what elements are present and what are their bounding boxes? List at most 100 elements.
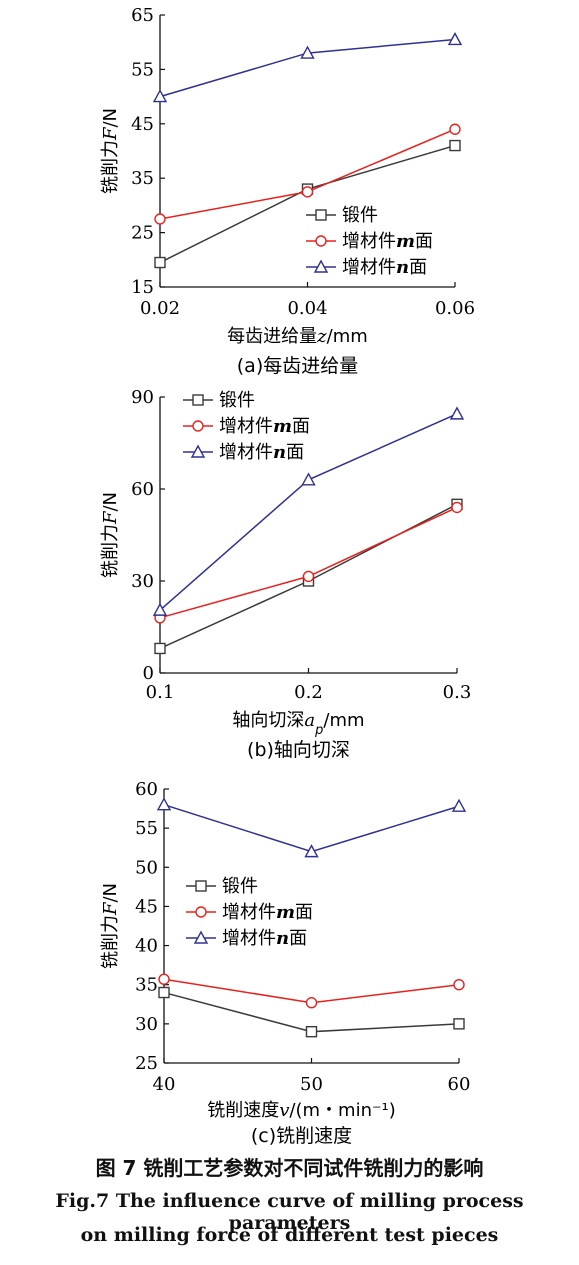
y-axis-label-part: N [100,492,121,505]
y-tick-label: 60 [135,779,158,800]
y-tick-label: 30 [131,571,154,592]
x-axis-label-part: m [347,710,365,731]
y-tick-label: 35 [135,975,158,996]
data-point [156,797,172,811]
y-axis-label-part: 力 [100,140,121,158]
x-axis-label-part: 齿 [245,326,263,347]
x-axis-label-italic: z [316,326,327,347]
legend-label-part: 面 [289,928,307,949]
data-point [158,973,170,985]
x-axis-label-part: 量 [299,326,317,347]
subplot-caption: (c)铣削速度 [251,1125,352,1147]
data-point [301,186,314,198]
data-point [449,139,461,152]
legend-label-part: m [396,231,415,252]
series-line [159,128,456,220]
legend-label-part: n [396,257,409,278]
x-axis-label-part: 度 [261,1100,279,1121]
y-tick-label: 30 [135,1014,158,1035]
y-axis-label: 铣削力F/N [100,108,121,194]
legend-label-part: 增 [342,257,360,278]
series-line [159,506,458,619]
legend-label-part: 材 [360,231,378,252]
data-point [453,979,465,991]
y-axis-label-part: 削 [100,542,121,560]
data-point [302,570,315,583]
legend-label-part: 件 [378,257,396,278]
legend-label-part: 件 [258,928,276,949]
x-axis-label-part: m [333,326,351,347]
x-axis-label-part: 削 [225,1100,243,1121]
x-axis-label-part: 向 [250,710,268,731]
x-axis-label: 轴向切深ap/mm [232,710,364,738]
x-axis-label: 每齿进给量z/mm [227,326,368,347]
x-tick-label: 0.2 [294,682,323,703]
x-tick-label: 40 [153,1074,176,1095]
subplot-caption: (b)轴向切深 [247,739,350,761]
data-point [449,123,461,135]
legend-label-part: 材 [240,928,258,949]
x-tick-label: 60 [448,1074,471,1095]
legend-label-part: 面 [415,231,433,252]
y-axis-label-italic: F [100,901,121,916]
legend-marker [313,259,329,273]
x-axis-label-part: ) [389,1100,396,1121]
legend-label-part: 件 [240,876,258,897]
legend-label-part: 件 [360,205,378,226]
legend-label-part: 件 [378,231,396,252]
x-axis-label-part: 深 [286,710,304,731]
legend-label-part: m [273,416,292,437]
legend-label: 增材件m面 [219,416,310,437]
data-point [304,844,319,858]
y-tick-label: 25 [135,1053,158,1074]
legend-label: 增材件n面 [219,442,304,463]
data-point [305,997,318,1009]
legend-label-part: 锻 [342,205,360,226]
x-tick-label: 0.04 [287,298,327,319]
x-axis-label-part: 每 [227,326,245,347]
legend-label-part: 面 [292,416,310,437]
data-point [152,602,168,616]
y-tick-label: 15 [131,277,154,298]
x-axis-label-italic: a [304,710,315,731]
data-point [154,256,166,269]
legend-label: 锻件 [219,390,255,411]
x-axis-label-part: / [327,326,334,347]
subplot-caption: (a)每齿进给量 [237,355,358,377]
y-tick-label: 65 [131,5,154,26]
y-tick-label: 0 [143,663,154,684]
x-axis-label-part: 轴 [232,710,250,731]
y-axis-label-part: 削 [100,158,121,176]
x-axis-label: 铣削速度v/(m・min⁻¹) [207,1100,396,1121]
legend-marker [315,235,327,247]
y-tick-label: 50 [135,857,158,878]
figure-caption-en-line1: Fig.7 The influence curve of milling pro… [55,1190,524,1234]
data-point [154,642,166,655]
y-tick-label: 90 [131,387,154,408]
legend-label-part: 件 [237,390,255,411]
legend-label: 增材件n面 [342,257,427,278]
y-axis-label: 铣削力F/N [100,492,121,578]
y-axis-label: 铣削力F/N [100,883,121,969]
x-axis-label-part: / [323,710,330,731]
x-axis-label-part: 进 [263,326,281,347]
legend-label-part: 增 [219,442,237,463]
y-axis-label-part: 削 [100,933,121,951]
data-point [152,89,168,103]
legend-marker [195,880,207,892]
legend-label: 增材件n面 [222,928,307,949]
x-tick-label: 0.3 [443,682,472,703]
x-axis-label-part: m [350,326,368,347]
legend-label-part: 增 [342,231,360,252]
y-axis-label-part: / [100,896,121,903]
legend-marker [193,930,209,944]
x-axis-label-part: i [356,1100,361,1121]
data-point [154,213,166,225]
legend-label-part: 面 [409,257,427,278]
legend-label-part: m [276,902,295,923]
legend-marker [192,420,204,432]
x-axis-label-part: ・ [320,1100,338,1121]
